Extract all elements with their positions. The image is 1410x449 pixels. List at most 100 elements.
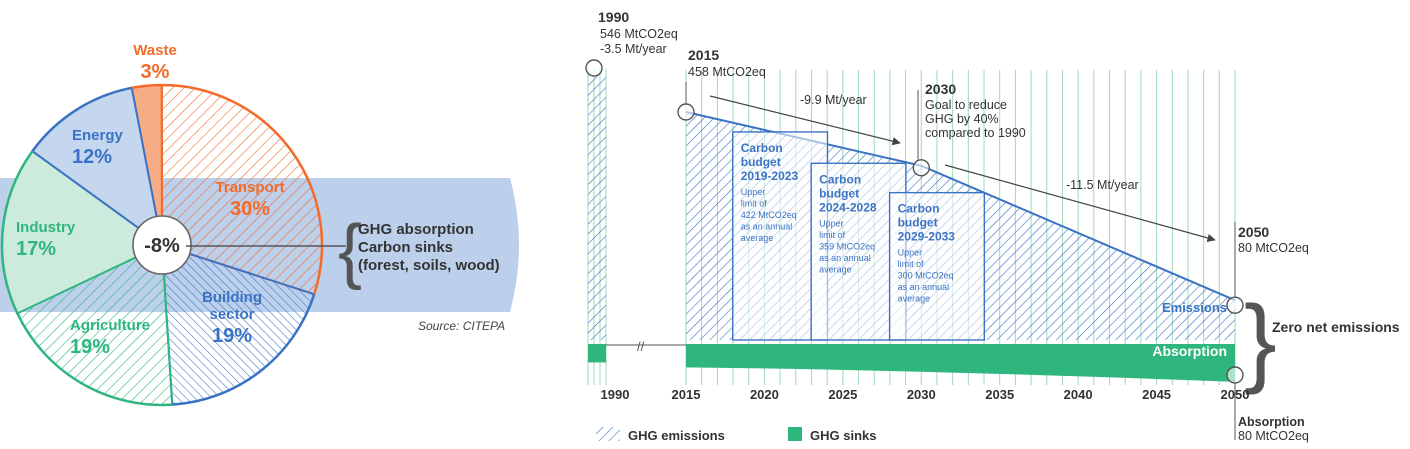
pie-label: Waste: [133, 42, 177, 59]
pie-value: 19%: [70, 336, 110, 358]
budget-desc: 300 MtCO2eq: [898, 271, 954, 281]
pie-value: 17%: [16, 238, 56, 260]
budget-box: [888, 191, 986, 341]
budget-desc: Upper: [819, 218, 844, 228]
legend-swatch-sinks: [788, 427, 802, 441]
legend-label: GHG emissions: [628, 428, 725, 443]
milestone-circle: [1226, 366, 1244, 384]
x-axis: 1990 2015 2020 2025 2030 2035 2040 2045 2050: [601, 387, 1250, 402]
budget-desc: Upper: [741, 187, 766, 197]
rate-label: -9.9 Mt/year: [800, 93, 867, 107]
legend: GHG emissions GHG sinks: [596, 427, 876, 443]
pie-label: sector: [209, 306, 254, 323]
x-tick-label: 2045: [1142, 387, 1171, 402]
pie-rim: [0, 150, 34, 314]
x-tick-label: 2030: [907, 387, 936, 402]
net-brace: }: [1244, 285, 1277, 395]
budget-desc: Upper: [898, 248, 923, 258]
budget-desc: average: [898, 294, 931, 304]
pie-value: 30%: [230, 198, 270, 220]
budget-title: 2024-2028: [819, 200, 877, 214]
budget-title: Carbon: [819, 172, 861, 186]
pie-rim: [16, 312, 173, 407]
pie-rim: [131, 83, 162, 90]
pie-label: Building: [202, 289, 262, 306]
x-tick-label: 2020: [750, 387, 779, 402]
net-label: Zero net emissions: [1272, 319, 1400, 335]
pie-label: Energy: [72, 127, 124, 144]
budget-desc: as an annual: [819, 253, 871, 263]
milestone-circle: [1226, 296, 1244, 314]
absorption-area: [686, 343, 1235, 382]
pie-value: 12%: [72, 146, 112, 168]
milestone-text: 546 MtCO2eq: [600, 27, 678, 41]
x-tick-label: 2040: [1064, 387, 1093, 402]
x-tick-label: 2035: [985, 387, 1014, 402]
milestone-circle: [677, 103, 695, 121]
center-circle: [132, 215, 192, 275]
milestone-text: Goal to reduce: [925, 98, 1007, 112]
budget-desc: as an annual: [898, 282, 950, 292]
emissions-label: Emissions: [1162, 300, 1227, 315]
pie-value: 3%: [141, 61, 170, 83]
budget-title: 2029-2033: [898, 230, 956, 244]
budget-desc: limit of: [741, 198, 768, 208]
milestone-text: 458 MtCO2eq: [688, 65, 766, 79]
budget-title: budget: [898, 216, 938, 230]
callout-line-3: (forest, soils, wood): [358, 257, 500, 274]
milestone-text: 80 MtCO2eq: [1238, 241, 1309, 255]
pie-rim: [31, 86, 133, 152]
milestone-year: 2030: [925, 81, 956, 97]
milestone-text: GHG by 40%: [925, 112, 999, 126]
budget-title: budget: [741, 155, 781, 169]
pie-rim: [161, 83, 324, 295]
x-tick-label: 2050: [1221, 387, 1250, 402]
milestone-year: 2015: [688, 47, 719, 63]
pie-label: Industry: [16, 219, 76, 236]
source-note: Source: CITEPA: [418, 319, 505, 333]
pie-label: Transport: [215, 179, 284, 196]
budget-desc: average: [819, 264, 852, 274]
absorption-1990: [588, 343, 606, 363]
callout-bracket: {: [338, 211, 362, 291]
milestone-circle: [585, 59, 603, 77]
legend-swatch-emissions: [596, 427, 620, 441]
rate-label: -11.5 Mt/year: [1066, 178, 1139, 192]
budget-title: Carbon: [741, 141, 783, 155]
budget-desc: as an annual: [741, 221, 793, 231]
absorption-note: Absorption: [1238, 415, 1305, 429]
x-tick-label: 1990: [601, 387, 630, 402]
center-label: -8%: [144, 235, 180, 257]
budget-desc: 422 MtCO2eq: [741, 210, 797, 220]
pie-value: 19%: [212, 325, 252, 347]
rate-arrow: [944, 164, 1216, 243]
callout-line-1: GHG absorption: [358, 221, 474, 238]
pie-label: Agriculture: [70, 317, 150, 334]
budget-title: 2019-2023: [741, 169, 799, 183]
budget-desc: limit of: [898, 259, 925, 269]
absorption-note: 80 MtCO2eq: [1238, 429, 1309, 443]
budget-desc: limit of: [819, 230, 846, 240]
milestone-year: 2050: [1238, 224, 1269, 240]
x-tick-label: 2015: [672, 387, 701, 402]
budget-title: Carbon: [898, 202, 940, 216]
budget-desc: average: [741, 233, 774, 243]
emissions-1990: [588, 73, 606, 340]
callout-line-2: Carbon sinks: [358, 239, 453, 256]
budget-desc: 359 MtCO2eq: [819, 241, 875, 251]
milestone-text: compared to 1990: [925, 126, 1026, 140]
legend-label: GHG sinks: [810, 428, 876, 443]
milestone-text: -3.5 Mt/year: [600, 42, 667, 56]
milestone-circle: [912, 159, 930, 177]
rate-arrow: [709, 95, 901, 146]
absorption-label: Absorption: [1152, 343, 1227, 359]
milestone-year: 1990: [598, 9, 629, 25]
budget-title: budget: [819, 186, 859, 200]
break-mark: //: [637, 339, 645, 354]
annotations: 1990 546 MtCO2eq-3.5 Mt/year 2015 458 MtCO2…: [585, 9, 1400, 443]
pie-rim: [172, 293, 316, 406]
